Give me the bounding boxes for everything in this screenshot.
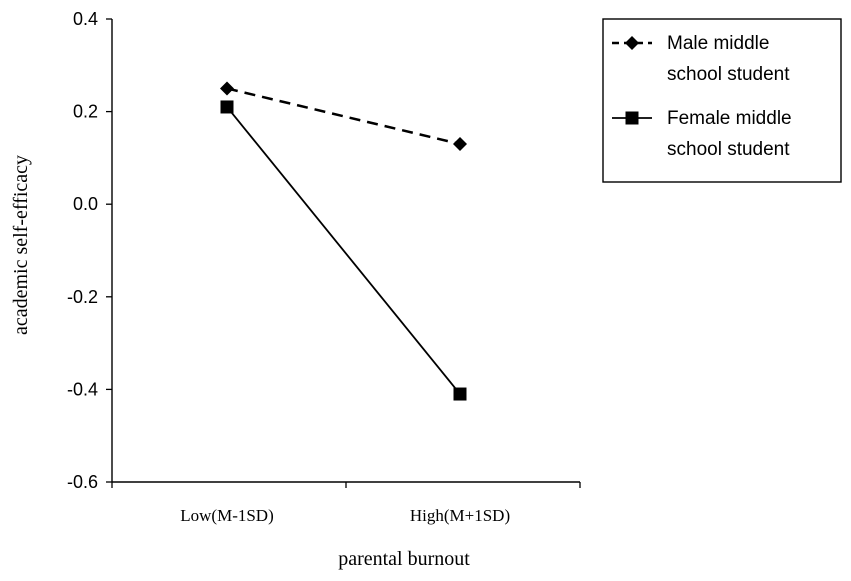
series-male	[220, 81, 467, 152]
series-female	[220, 100, 467, 401]
y-axis-title: academic self-efficacy	[10, 155, 32, 335]
legend-label: school student	[667, 64, 790, 85]
x-tick-labels: Low(M-1SD) High(M+1SD)	[180, 506, 510, 525]
x-tick-label: Low(M-1SD)	[180, 506, 274, 525]
data-point-square	[625, 111, 639, 125]
y-tick-label: 0.4	[73, 9, 98, 29]
legend-label: school student	[667, 139, 790, 160]
x-tick-label: High(M+1SD)	[410, 506, 510, 525]
legend-box	[602, 18, 842, 183]
y-tick-labels: 0.4 0.2 0.0 -0.2 -0.4 -0.6	[67, 9, 98, 492]
plot-area	[106, 18, 581, 488]
data-point-diamond	[220, 81, 234, 96]
data-point-diamond	[453, 137, 467, 152]
y-tick-label: 0.0	[73, 194, 98, 214]
legend-label: Female middle	[667, 108, 792, 129]
series-line	[226, 87, 461, 146]
y-tick-label: -0.4	[67, 379, 98, 399]
data-point-square	[453, 387, 467, 401]
legend-item: Female middle school student	[612, 108, 792, 160]
data-point-diamond	[625, 36, 639, 50]
legend-label: Male middle	[667, 33, 769, 54]
x-axis-title: parental burnout	[338, 548, 470, 570]
data-point-square	[220, 100, 234, 114]
series-line	[226, 106, 461, 395]
y-tick-label: 0.2	[73, 102, 98, 122]
y-tick-label: -0.2	[67, 287, 98, 307]
legend: Male middle school student Female middle sc…	[602, 18, 842, 183]
y-tick-label: -0.6	[67, 472, 98, 492]
legend-item: Male middle school student	[612, 33, 790, 85]
